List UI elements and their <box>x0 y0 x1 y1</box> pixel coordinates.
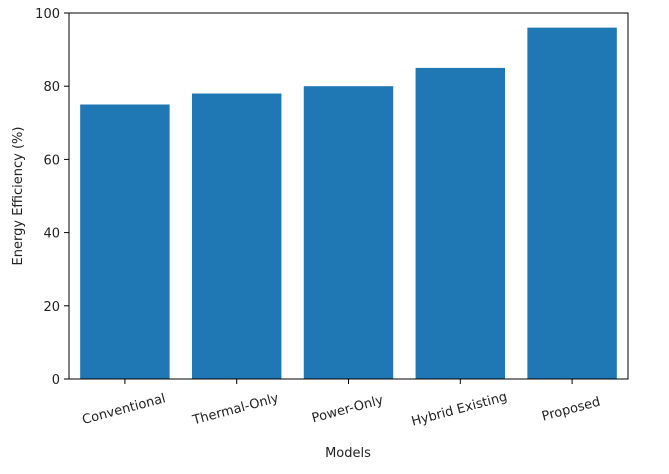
y-tick-label: 60 <box>43 153 60 168</box>
y-tick-label: 0 <box>52 373 60 388</box>
plot-area-frame <box>68 12 629 380</box>
x-tick-label: Conventional <box>81 391 168 428</box>
bars-group <box>80 27 617 380</box>
bar-hybrid-existing <box>415 67 506 380</box>
y-axis-title: Energy Efficiency (%) <box>11 127 26 266</box>
bar-proposed <box>527 27 617 379</box>
x-axis-ticks: Conventional Thermal-Only Power-Only Hybrid… <box>81 379 602 430</box>
y-tick-label: 100 <box>35 7 60 22</box>
y-tick-label: 80 <box>43 80 60 95</box>
x-tick-label: Thermal-Only <box>190 391 280 429</box>
x-tick-label: Proposed <box>540 395 602 425</box>
bar-conventional <box>80 104 170 379</box>
x-tick-label: Power-Only <box>310 393 385 427</box>
bar-thermal-only <box>191 93 282 380</box>
x-axis-title: Models <box>325 446 371 461</box>
x-tick-label: Hybrid Existing <box>410 390 509 430</box>
y-tick-label: 40 <box>43 227 60 242</box>
bar-power-only <box>303 86 394 379</box>
y-axis-ticks: 0 20 40 60 80 100 <box>35 7 69 388</box>
y-tick-label: 20 <box>43 300 60 315</box>
